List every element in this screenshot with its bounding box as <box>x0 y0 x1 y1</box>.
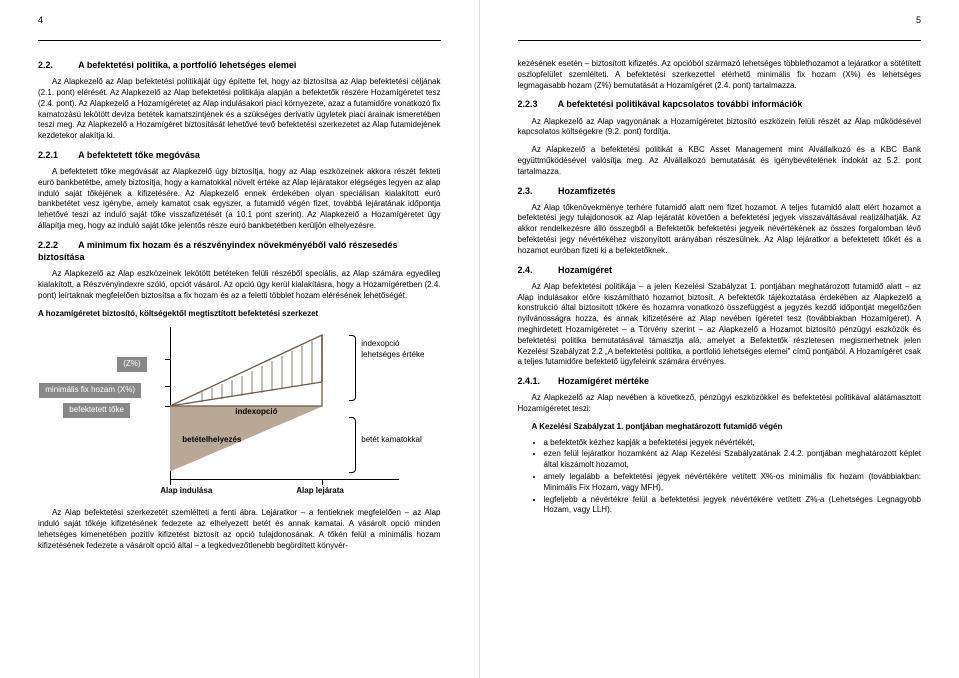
diagram-title: A hozamígéretet biztosító, költségektől … <box>38 309 441 320</box>
heading-title: Hozamígéret mértéke <box>558 376 649 386</box>
heading-title: A minimum fix hozam és a részvényindex n… <box>38 240 397 262</box>
heading-num: 2.2. <box>38 59 76 71</box>
heading-title: Hozamígéret <box>558 265 612 275</box>
brace-label-line1: indexopció <box>361 339 399 348</box>
heading-title: A befektetési politikával kapcsolatos to… <box>558 99 803 109</box>
para: Az Alapkezelő az Alap nevében a következ… <box>518 393 922 415</box>
option-line-min <box>170 382 322 406</box>
label-alap-indulasa: Alap indulása <box>160 486 212 497</box>
list-item: a befektetők kézhez kapják a befektetési… <box>544 438 922 449</box>
investment-structure-diagram: (Z%) minimális fix hozam (X%) befektetet… <box>39 327 439 502</box>
para: Az Alapkezelő az Alap eszközeinek lekötö… <box>38 269 441 301</box>
heading-num: 2.3. <box>518 185 556 197</box>
bullet-list: a befektetők kézhez kapják a befektetési… <box>544 438 922 517</box>
brace-top <box>349 335 356 401</box>
list-item: amely legalább a befektetési jegyek névé… <box>544 472 922 494</box>
label-befektetett-toke: befektetett tőke <box>63 403 130 418</box>
heading-num: 2.2.2 <box>38 239 76 251</box>
sub-heading: A Kezelési Szabályzat 1. pontjában megha… <box>518 422 922 433</box>
para: Az Alap befektetési politikája – a jelen… <box>518 282 922 368</box>
heading-2-2: 2.2. A befektetési politika, a portfolió… <box>38 59 441 71</box>
para: Az Alapkezelő a befektetési politikát a … <box>518 145 922 177</box>
brace-label-line2: lehetséges értéke <box>361 350 424 359</box>
rule <box>518 40 922 41</box>
para-continuation: kezésének esetén – biztosított kifizetés… <box>518 59 922 91</box>
heading-num: 2.2.3 <box>518 98 556 110</box>
list-item: legfeljebb a névértékre felül a befektet… <box>544 495 922 517</box>
heading-2-2-1: 2.2.1 A befektetett tőke megóvása <box>38 149 441 161</box>
para: Az Alap befektetési szerkezetét szemlélt… <box>38 508 441 551</box>
heading-num: 2.2.1 <box>38 149 76 161</box>
heading-2-2-3: 2.2.3 A befektetési politikával kapcsola… <box>518 98 922 110</box>
para: Az Alapkezelő az Alap befektetési politi… <box>38 77 441 142</box>
chart-svg <box>170 327 350 480</box>
label-betetelhelyezes: betételhelyezés <box>182 435 241 446</box>
heading-2-4-1: 2.4.1. Hozamígéret mértéke <box>518 375 922 387</box>
heading-2-2-2: 2.2.2 A minimum fix hozam és a részvényi… <box>38 239 441 263</box>
label-min-fix-hozam: minimális fix hozam (X%) <box>39 383 141 398</box>
brace-bottom <box>349 417 356 473</box>
page-number-left: 4 <box>38 14 43 26</box>
label-alap-lejarata: Alap lejárata <box>296 486 344 497</box>
heading-title: Hozamfizetés <box>558 186 616 196</box>
heading-num: 2.4.1. <box>518 375 556 387</box>
brace-label-betet: betét kamatokkal <box>361 435 421 446</box>
option-area-max <box>170 335 322 406</box>
brace-label-indexopcio: indexopció lehetséges értéke <box>361 339 424 361</box>
heading-2-3: 2.3. Hozamfizetés <box>518 185 922 197</box>
heading-2-4: 2.4. Hozamígéret <box>518 264 922 276</box>
heading-title: A befektetett tőke megóvása <box>78 150 200 160</box>
para: Az Alapkezelő az Alap vagyonának a Hozam… <box>518 117 922 139</box>
para: Az Alap tőkenövekménye terhére futamidő … <box>518 203 922 257</box>
para: A befektetett tőke megóvását az Alapkeze… <box>38 167 441 232</box>
list-item: ezen felül lejáratkor hozamként az Alap … <box>544 449 922 471</box>
label-z-percent: (Z%) <box>117 357 146 372</box>
label-indexopcio: indexopció <box>235 407 277 418</box>
heading-title: A befektetési politika, a portfolió lehe… <box>78 60 296 70</box>
page-number-right: 5 <box>916 14 921 26</box>
rule <box>38 40 441 41</box>
heading-num: 2.4. <box>518 264 556 276</box>
